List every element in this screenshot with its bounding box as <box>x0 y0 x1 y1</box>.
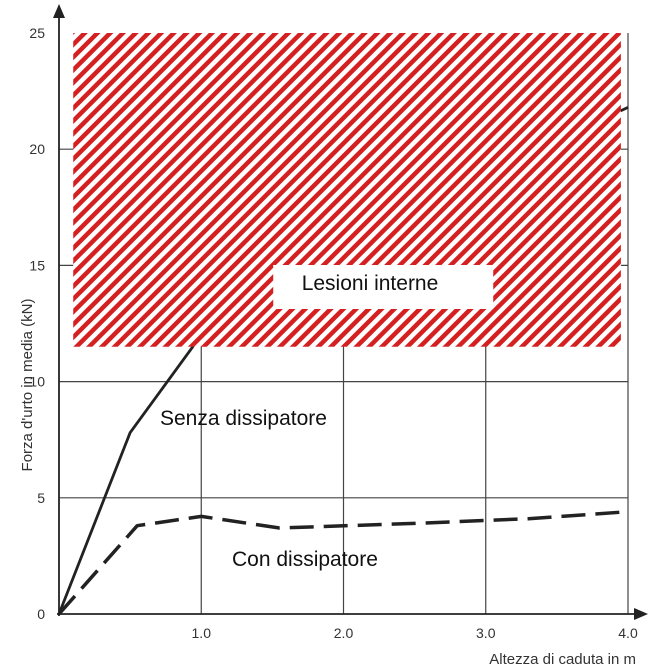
series-line-2 <box>57 509 629 616</box>
x-tick-label: 4.0 <box>618 625 638 641</box>
hazard-region <box>73 33 621 347</box>
y-axis-label: Forza d'urto in media (kN) <box>19 299 36 472</box>
region-label-box <box>273 265 494 309</box>
y-tick-label: 15 <box>29 257 45 273</box>
tick-labels: 0 5 10 15 20 25 1.0 2.0 3.0 4.0 <box>29 25 638 641</box>
y-tick-label: 10 <box>29 374 45 390</box>
region-label: Lesioni interne <box>302 272 439 295</box>
x-axis-label: Altezza di caduta in m <box>489 651 636 668</box>
annotation-senza: Senza dissipatore <box>160 407 327 430</box>
axes <box>53 4 648 620</box>
x-tick-label: 3.0 <box>476 625 496 641</box>
y-tick-label: 20 <box>29 141 45 157</box>
y-axis-arrow <box>53 4 65 18</box>
x-axis-arrow <box>634 608 648 620</box>
y-tick-label: 0 <box>37 606 45 622</box>
y-tick-label: 25 <box>29 25 45 41</box>
x-tick-label: 1.0 <box>192 625 212 641</box>
annotation-con: Con dissipatore <box>232 548 378 571</box>
y-tick-label: 5 <box>37 490 45 506</box>
x-tick-label: 2.0 <box>334 625 354 641</box>
